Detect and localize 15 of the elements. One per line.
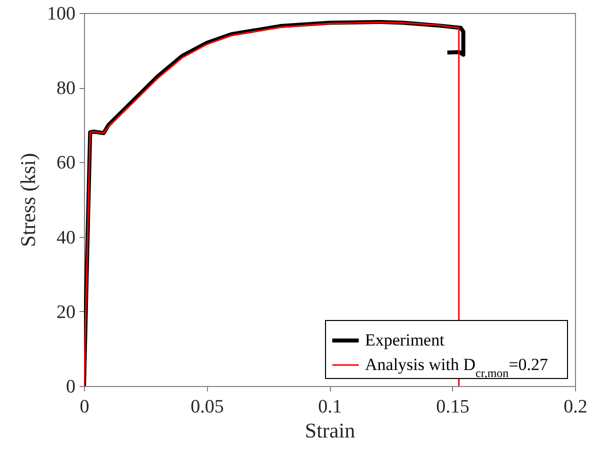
y-tick-label: 60: [56, 152, 76, 174]
legend-label: Experiment: [365, 330, 445, 350]
x-tick-label: 0: [80, 396, 90, 418]
y-tick-label: 20: [56, 302, 76, 323]
x-tick-label: 0.05: [190, 396, 224, 418]
y-tick-label: 80: [56, 78, 76, 100]
x-tick-label: 0.2: [564, 396, 588, 418]
y-tick-label: 0: [66, 376, 76, 398]
y-tick-label: 100: [47, 4, 76, 24]
y-tick-label: 40: [56, 227, 76, 248]
x-axis-title: Strain: [304, 418, 356, 442]
y-axis-title: Stress (ksi): [16, 153, 40, 247]
x-tick-label: 0.1: [318, 396, 342, 418]
x-tick-label: 0.15: [436, 396, 470, 418]
legend-label: Analysis with D$_{cr,mon}$=0.27: [365, 355, 549, 380]
